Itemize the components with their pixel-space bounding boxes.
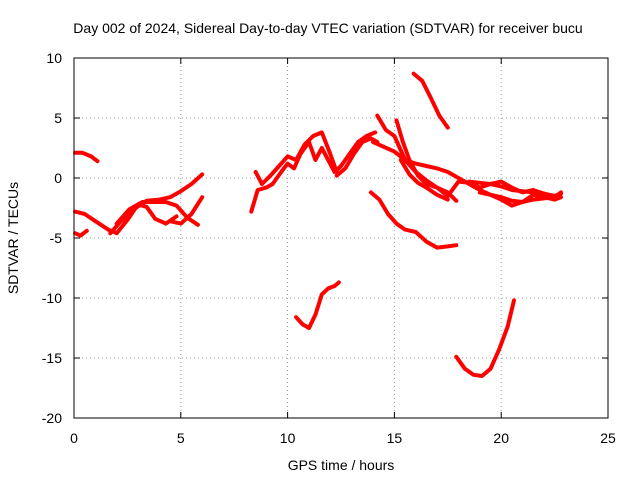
series-line-s8 (253, 130, 339, 186)
series-line-s3 (73, 228, 89, 238)
series-line-s5 (114, 200, 200, 227)
series-line-s9 (334, 136, 380, 178)
series-line-s10 (339, 130, 378, 168)
x-tick-label: 25 (600, 430, 616, 446)
y-tick-label: 5 (54, 110, 62, 126)
x-tick-label: 20 (493, 430, 509, 446)
y-tick-label: -5 (50, 230, 63, 246)
y-tick-label: 10 (46, 50, 62, 66)
x-axis-label: GPS time / hours (288, 457, 395, 473)
x-tick-label: 10 (280, 430, 296, 446)
series-line-s2 (73, 202, 179, 236)
y-tick-label: -20 (42, 410, 62, 426)
x-tick-label: 5 (177, 430, 185, 446)
series-line-s18 (454, 298, 516, 378)
grid-lines (74, 58, 608, 418)
series-line-s17 (294, 280, 341, 330)
series-line-s14 (398, 158, 450, 202)
series-line-s1 (73, 150, 100, 164)
series-line-s20 (477, 190, 563, 204)
y-tick-label: -15 (42, 350, 62, 366)
y-tick-label: 0 (54, 170, 62, 186)
chart-title: Day 002 of 2024, Sidereal Day-to-day VTE… (73, 20, 582, 36)
series-line-s4 (108, 172, 205, 236)
series-line-s15 (411, 71, 450, 130)
y-axis-label: SDTVAR / TECUs (5, 182, 21, 294)
axis-ticks: 0 5 10 15 20 25 -20 -15 -10 -5 0 5 10 (42, 50, 616, 446)
series-line-s13 (394, 118, 459, 203)
y-tick-label: -10 (42, 290, 62, 306)
series-line-s16 (368, 190, 459, 250)
series-line-s19 (467, 179, 563, 198)
series-line-s11 (375, 113, 557, 200)
x-tick-label: 0 (70, 430, 78, 446)
series-line-s6 (168, 195, 205, 226)
data-series-group (73, 71, 563, 378)
x-tick-label: 15 (387, 430, 403, 446)
series-line-s12 (371, 140, 563, 208)
